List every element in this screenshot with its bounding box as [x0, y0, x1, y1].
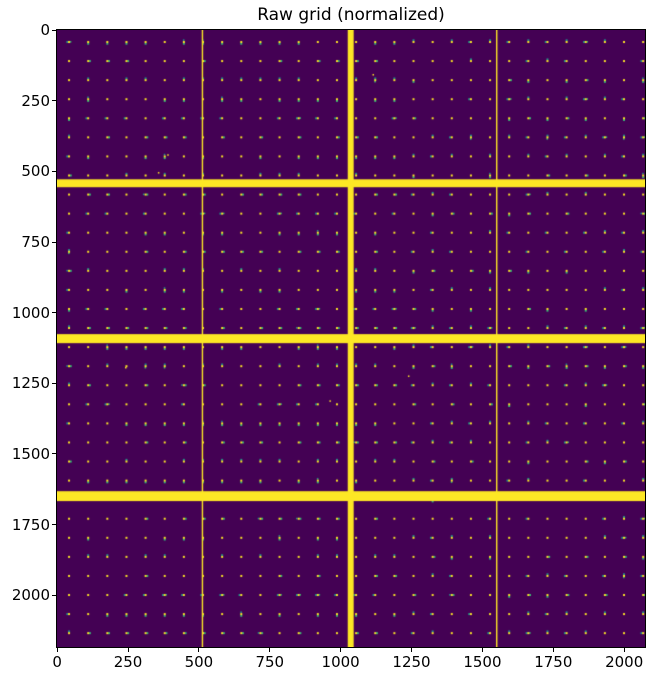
- y-tick-mark: [52, 382, 56, 384]
- y-tick-label: 750: [21, 233, 50, 252]
- y-tick-label: 500: [21, 162, 50, 181]
- y-tick-label: 1000: [11, 303, 50, 322]
- y-tick-mark: [52, 241, 56, 243]
- x-tick-mark: [269, 648, 271, 652]
- plot-area: [56, 29, 646, 648]
- x-tick-label: 0: [52, 653, 62, 671]
- x-tick-label: 2000: [605, 653, 644, 671]
- x-tick-mark: [552, 648, 554, 652]
- y-tick-mark: [52, 29, 56, 31]
- plot-title: Raw grid (normalized): [257, 5, 445, 25]
- x-tick-mark: [481, 648, 483, 652]
- x-tick-mark: [198, 648, 200, 652]
- y-tick-label: 250: [21, 91, 50, 110]
- x-tick-mark: [340, 648, 342, 652]
- y-tick-label: 1250: [11, 374, 50, 393]
- y-tick-label: 2000: [11, 586, 50, 605]
- y-tick-mark: [52, 524, 56, 526]
- heatmap-canvas: [57, 30, 645, 647]
- x-tick-label: 1250: [392, 653, 431, 671]
- y-tick-mark: [52, 453, 56, 455]
- x-tick-label: 500: [184, 653, 214, 671]
- x-tick-label: 1000: [321, 653, 360, 671]
- y-tick-mark: [52, 170, 56, 172]
- x-tick-mark: [411, 648, 413, 652]
- x-tick-label: 250: [113, 653, 143, 671]
- x-tick-mark: [623, 648, 625, 652]
- y-tick-mark: [52, 594, 56, 596]
- y-tick-mark: [52, 100, 56, 102]
- x-tick-mark: [127, 648, 129, 652]
- y-tick-label: 1750: [11, 515, 50, 534]
- x-tick-label: 750: [255, 653, 285, 671]
- y-tick-mark: [52, 312, 56, 314]
- x-tick-label: 1500: [463, 653, 502, 671]
- y-tick-label: 1500: [11, 444, 50, 463]
- y-tick-label: 0: [40, 21, 50, 40]
- x-tick-mark: [56, 648, 58, 652]
- x-tick-label: 1750: [534, 653, 573, 671]
